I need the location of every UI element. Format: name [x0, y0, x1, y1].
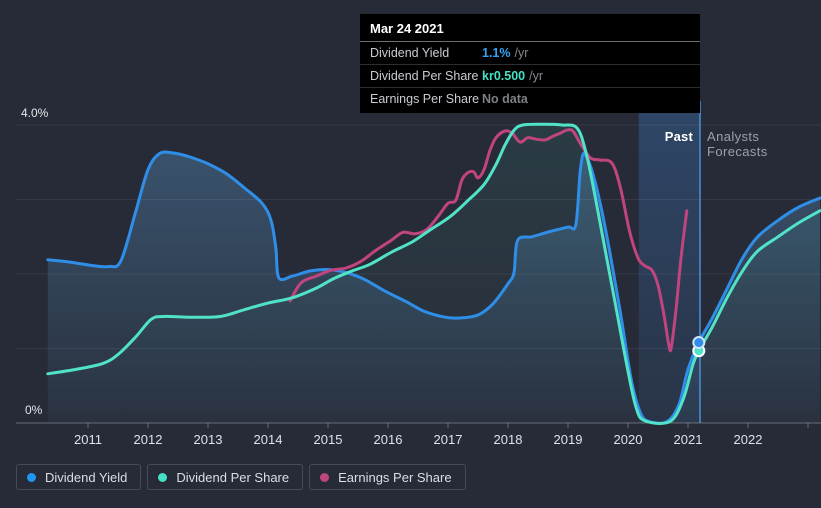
earnings-per-share-line [288, 128, 689, 353]
legend-item-dividend-per-share[interactable]: Dividend Per Share [147, 464, 304, 490]
x-axis-year-label: 2018 [493, 432, 523, 447]
x-axis-year-label: 2015 [313, 432, 343, 447]
tooltip-value: 1.1% [482, 46, 511, 60]
tooltip-label: Dividend Per Share [370, 69, 479, 83]
dividend-yield-marker [692, 336, 706, 350]
tooltip-date: Mar 24 2021 [360, 14, 700, 42]
legend-item-dividend-yield[interactable]: Dividend Yield [16, 464, 142, 490]
chart-legend: Dividend Yield Dividend Per Share Earnin… [16, 464, 466, 490]
earnings-per-share-dot-icon [320, 472, 330, 482]
x-axis-year-label: 2017 [433, 432, 463, 447]
legend-label: Dividend Yield [45, 469, 128, 485]
past-region-label: Past [664, 129, 693, 144]
x-axis-year-label: 2022 [733, 432, 763, 447]
x-axis-year-label: 2020 [613, 432, 643, 447]
y-axis-zero-label: 0% [25, 403, 43, 417]
x-axis-year-label: 2014 [253, 432, 283, 447]
tooltip-row-earnings-per-share: Earnings Per Share No data [360, 88, 700, 113]
dividend-per-share-dot-icon [158, 472, 168, 482]
x-axis-year-label: 2021 [673, 432, 703, 447]
tooltip-value-suffix: /yr [529, 69, 543, 83]
area-fill [47, 124, 821, 424]
x-axis-year-label: 2019 [553, 432, 583, 447]
x-axis-year-label: 2012 [133, 432, 163, 447]
y-axis-max-label: 4.0% [21, 106, 49, 120]
x-axis-year-label: 2011 [74, 432, 102, 447]
legend-label: Dividend Per Share [176, 469, 290, 485]
legend-label: Earnings Per Share [338, 469, 452, 485]
x-axis-year-label: 2016 [373, 432, 403, 447]
tooltip-value: No data [482, 92, 528, 106]
tooltip-value: kr0.500 [482, 69, 526, 83]
dividend-yield-dot-icon [27, 472, 36, 482]
tooltip-row-dividend-yield: Dividend Yield 1.1% /yr [360, 42, 700, 65]
dividend-yield-line [46, 150, 821, 425]
dividend-chart-canvas[interactable] [0, 0, 821, 460]
forecast-region-label: Analysts Forecasts [707, 129, 768, 159]
legend-item-earnings-per-share[interactable]: Earnings Per Share [309, 464, 466, 490]
tooltip-value-suffix: /yr [514, 46, 529, 60]
tooltip-row-dividend-per-share: Dividend Per Share kr0.500 /yr [360, 65, 700, 88]
tooltip-label: Dividend Yield [370, 46, 450, 60]
dividend-per-share-line [46, 122, 821, 425]
x-axis-year-label: 2013 [193, 432, 223, 447]
tooltip-label: Earnings Per Share [370, 92, 480, 106]
chart-tooltip: Mar 24 2021 Dividend Yield 1.1% /yr Divi… [360, 14, 700, 113]
